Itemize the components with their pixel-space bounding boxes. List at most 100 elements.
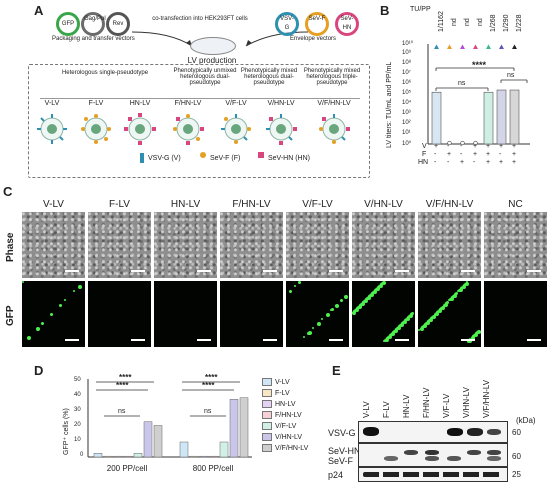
ytick-label: 10 xyxy=(74,437,81,443)
band xyxy=(447,428,463,436)
sig-label: **** xyxy=(202,381,215,390)
gfp-cell xyxy=(41,322,44,325)
virus-icon xyxy=(173,114,204,145)
scale-bar xyxy=(461,270,475,272)
lv-production-box xyxy=(28,64,370,178)
scale-bar xyxy=(131,339,145,341)
scale-bar xyxy=(65,270,79,272)
gfp-cell xyxy=(355,308,359,312)
gfp-cell xyxy=(420,327,424,331)
gfp-cell xyxy=(289,290,292,293)
marker-60a: 60 xyxy=(512,428,521,437)
band xyxy=(404,450,418,455)
legend-swatch xyxy=(262,400,272,408)
gfp-cell xyxy=(450,297,454,301)
gfp-cell xyxy=(344,295,348,299)
chart-d-xlabel: 800 PP/cell xyxy=(192,464,234,473)
lane-label: V-LV xyxy=(362,401,371,418)
gfp-cell xyxy=(22,281,24,283)
band xyxy=(447,456,461,461)
scale-bar xyxy=(197,270,211,272)
virus-icon xyxy=(221,114,251,144)
row-label-hn: HN xyxy=(418,159,429,166)
chart-b-pp-marker-F/HN-LV xyxy=(473,44,478,49)
legend-swatch xyxy=(262,444,272,452)
lane-label: V/F-LV xyxy=(442,393,451,418)
condition-cell: - xyxy=(460,143,463,150)
blot-p24 xyxy=(358,467,508,482)
chart-b-pp-marker-V/F/HN-LV xyxy=(512,44,517,49)
chart-d-bar-F-LV-1 xyxy=(189,455,199,458)
phase-micrograph xyxy=(286,212,349,278)
culture-dish xyxy=(190,37,236,55)
chart-b-point-HN-LV xyxy=(460,140,465,146)
chart-d-bar-HN-LV-1 xyxy=(199,455,209,458)
gfp-cell xyxy=(426,321,430,325)
band xyxy=(425,456,439,461)
gfp-cell xyxy=(409,314,413,318)
col-header: HN-LV xyxy=(170,199,201,210)
ytick-label: 40 xyxy=(74,392,81,398)
gfp-cell xyxy=(397,326,401,330)
condition-cell: + xyxy=(460,159,465,166)
marker-25: 25 xyxy=(512,470,521,479)
condition-cell: + xyxy=(499,143,504,150)
chart-d-bar-V/F-LV-0 xyxy=(133,453,143,458)
legend-label: V/HN-LV xyxy=(275,433,303,441)
condition-cell: + xyxy=(473,151,478,158)
band-label-sev: SeV-HN SeV-F xyxy=(328,446,361,466)
group-heterologous-single: Heterologous single-pseudotype xyxy=(61,70,149,76)
chart-b-pp-marker-F-LV xyxy=(447,44,452,49)
gfp-cell xyxy=(453,294,457,298)
condition-cell: - xyxy=(473,159,476,166)
cotransfection-caption: co-transfection into HEK293FT cells xyxy=(152,16,248,22)
ytick-label: 10² xyxy=(402,120,411,126)
legend-sevf-label: SeV-F (F) xyxy=(210,155,241,162)
col-header: V/F/HN-LV xyxy=(425,199,474,210)
packaging-caption: Packaging and transfer vectors xyxy=(52,36,135,42)
gfp-cell xyxy=(471,336,475,340)
gfp-cell xyxy=(429,318,433,322)
legend-label: V/F/HN-LV xyxy=(275,444,309,452)
gfp-cell xyxy=(59,304,62,307)
chart-b-ylabel: LV titers: TU/mL and PP/mL xyxy=(386,61,393,148)
legend-item: F-LV xyxy=(262,389,290,397)
sig-label: **** xyxy=(119,373,132,382)
marker-60b: 60 xyxy=(512,452,521,461)
lane-label: V/F/HN-LV xyxy=(482,379,491,418)
gfp-cell xyxy=(373,290,377,294)
legend-item: V-LV xyxy=(262,378,290,386)
chart-d-bar-HN-LV-0 xyxy=(113,455,123,458)
gfp-cell xyxy=(374,289,376,291)
ytick-label: 50 xyxy=(74,377,81,383)
condition-cell: - xyxy=(499,151,502,158)
ytick-label: 10¹ xyxy=(402,130,411,136)
gfp-micrograph xyxy=(484,281,547,347)
gfp-cell xyxy=(331,308,334,311)
gfp-cell xyxy=(411,312,414,315)
gfp-cell xyxy=(459,288,463,292)
col-header: F-LV xyxy=(109,199,130,210)
gfp-cell xyxy=(460,287,462,289)
scale-bar xyxy=(329,270,343,272)
sig-label: ns xyxy=(118,408,126,415)
gfp-cell xyxy=(402,321,405,324)
legend-swatch xyxy=(262,389,272,397)
chart-d-bar-V-LV-1 xyxy=(179,441,189,458)
phase-micrograph xyxy=(352,212,415,278)
ytick-label: 10⁰ xyxy=(402,141,412,147)
group-bracket-line xyxy=(40,98,360,99)
virus-label-vfhnlv: V/F/HN-LV xyxy=(317,100,351,107)
gfp-cell xyxy=(376,287,380,291)
tupp-value: nd xyxy=(464,18,471,26)
gfp-cell xyxy=(27,336,31,340)
condition-cell: - xyxy=(447,143,450,150)
ytick-label: 10³ xyxy=(402,110,411,116)
condition-cell: + xyxy=(434,143,439,150)
sig-label: ns xyxy=(204,408,212,415)
gfp-cell xyxy=(423,324,427,328)
scale-bar xyxy=(527,339,541,341)
gfp-cell xyxy=(78,285,82,289)
virus-label-vlv: V-LV xyxy=(44,100,60,107)
sig-label: **** xyxy=(205,373,218,382)
